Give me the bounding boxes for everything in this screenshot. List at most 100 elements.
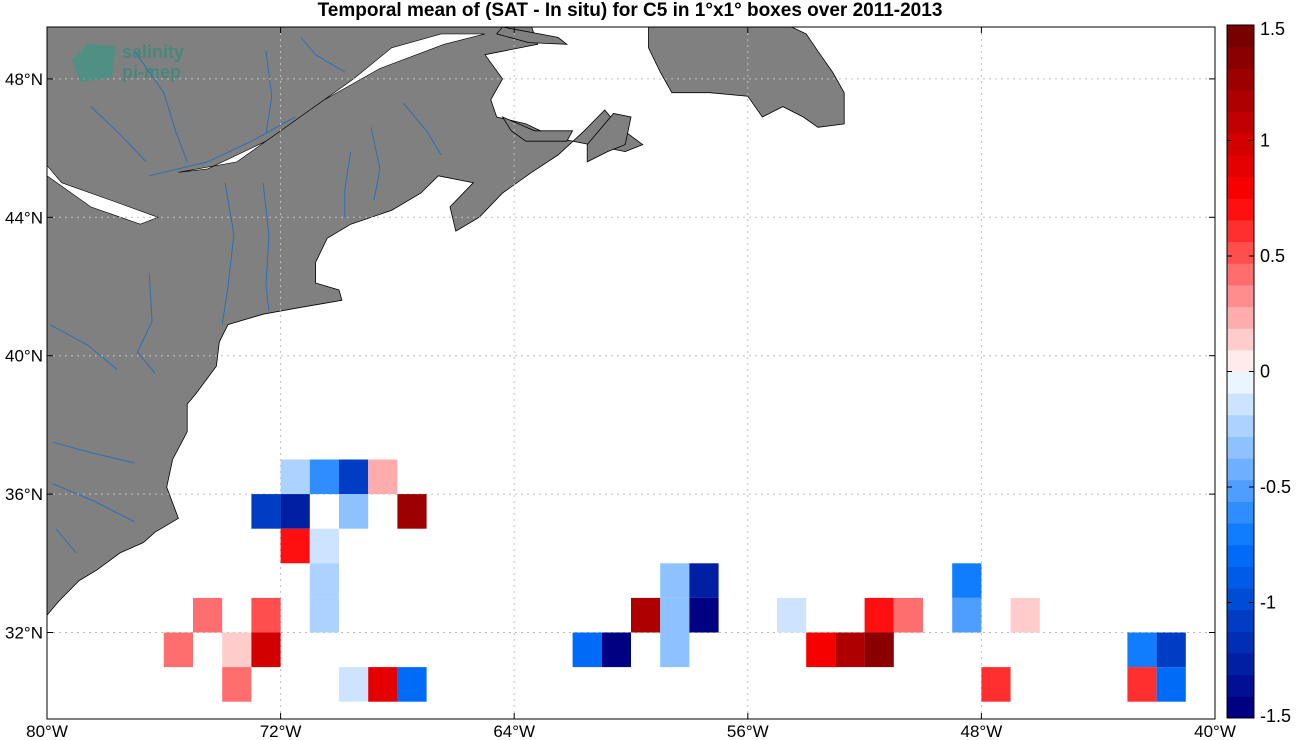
colorbar-block — [1227, 154, 1254, 178]
map-frame — [46, 26, 1216, 720]
heatmap-cell — [1156, 667, 1186, 702]
heatmap-cell — [163, 632, 193, 668]
heatmap-cell — [1127, 632, 1157, 668]
heatmap-cell — [222, 632, 252, 668]
heatmap-cell — [222, 667, 252, 702]
colorbar-tick-label: 0.5 — [1260, 246, 1285, 266]
river-line — [300, 37, 346, 73]
colorbar-block — [1227, 263, 1254, 286]
colorbar-block — [1227, 609, 1254, 632]
heatmap-cell — [397, 494, 427, 529]
river-line — [52, 441, 135, 464]
heatmap-cell — [368, 459, 398, 495]
colorbar-block — [1227, 89, 1254, 113]
colorbar-block — [1227, 349, 1254, 372]
colorbar-block — [1227, 414, 1254, 437]
heatmap-cell — [397, 667, 427, 702]
logo-line2: pi-mep — [122, 62, 181, 82]
river-line — [49, 324, 118, 370]
heatmap-cell — [893, 597, 923, 633]
heatmap-cell — [952, 563, 982, 598]
colorbar-block — [1227, 371, 1254, 394]
colorbar-block — [1227, 306, 1254, 329]
colorbar-block — [1227, 241, 1254, 264]
heatmap-cell — [660, 563, 690, 598]
colorbar-block — [1227, 631, 1254, 654]
map-panel: 80°W 72°W 64°W 56°W 48°W 40°W 48°N 44°N 40°N 36°… — [5, 26, 1236, 740]
colorbar-block — [1227, 479, 1254, 502]
colorbar-block — [1227, 653, 1254, 676]
heatmap-cell — [309, 563, 339, 598]
heatmap-cell — [572, 632, 602, 668]
x-tick-label: 80°W — [26, 722, 68, 740]
latitude-ticks: 48°N 44°N 40°N 36°N 32°N — [5, 70, 1215, 643]
colorbar-tick-label: -1 — [1260, 593, 1276, 613]
colorbar-block — [1227, 523, 1254, 546]
figure-title: Temporal mean of (SAT - In situ) for C5 … — [318, 0, 943, 21]
heatmap-cell — [1010, 597, 1040, 633]
colorbar-block — [1227, 68, 1254, 91]
colorbar-block — [1227, 46, 1254, 69]
logo-mark-icon — [72, 44, 116, 82]
heatmap-cell — [660, 597, 690, 633]
heatmap-cell — [864, 597, 894, 633]
heatmap-cell — [280, 459, 310, 495]
heatmap-cell — [280, 494, 310, 529]
colorbar-block — [1227, 588, 1254, 611]
heatmap-cell — [1156, 632, 1186, 668]
heatmap-cell — [777, 597, 807, 633]
salinity-pi-mep-logo: salinity pi-mep — [72, 42, 184, 82]
st-lawrence-estuary — [178, 33, 486, 173]
heatmap-cell — [631, 597, 661, 633]
river-line — [370, 127, 381, 201]
heatmap-cell — [689, 597, 719, 633]
colorbar-tick-label: 1 — [1260, 131, 1270, 151]
prince-edward-island-land — [501, 116, 574, 142]
colorbar-block — [1227, 198, 1254, 221]
lake-ontario — [46, 164, 159, 225]
land-area — [46, 26, 845, 617]
colorbar-tick-label: -0.5 — [1260, 477, 1291, 497]
colorbar-tick-label: -1.5 — [1260, 706, 1291, 726]
heatmap-cell — [689, 563, 719, 598]
x-tick-label: 56°W — [727, 722, 769, 740]
river-line — [90, 106, 147, 163]
heatmap-cell — [193, 597, 223, 633]
colorbar-blocks — [1227, 25, 1254, 719]
river-line — [52, 483, 135, 523]
heatmap-cell — [339, 459, 369, 495]
heatmap-cell — [251, 632, 281, 668]
river-line — [136, 272, 156, 374]
colorbar-block — [1227, 436, 1254, 459]
colorbar-block — [1227, 133, 1254, 156]
y-tick-label: 48°N — [5, 70, 43, 89]
rivers — [49, 37, 442, 554]
longitude-ticks: 80°W 72°W 64°W 56°W 48°W 40°W — [26, 27, 1236, 740]
heatmap-cell — [601, 632, 631, 668]
colorbar-block — [1227, 176, 1254, 199]
heatmap-cell — [368, 667, 398, 702]
heatmap-cell — [1127, 667, 1157, 702]
heatmap-cell — [835, 632, 865, 668]
colorbar-block — [1227, 696, 1254, 719]
colorbar-block — [1227, 544, 1254, 567]
colorbar-block — [1227, 111, 1254, 134]
river-line — [55, 528, 77, 554]
colorbar-block — [1227, 25, 1254, 48]
heatmap-cell — [864, 632, 894, 668]
river-line — [262, 182, 270, 311]
colorbar-block — [1227, 393, 1254, 416]
river-line — [402, 102, 442, 156]
y-tick-label: 44°N — [5, 208, 43, 227]
x-tick-label: 64°W — [493, 722, 535, 740]
colorbar-block — [1227, 674, 1254, 697]
river-line — [265, 51, 273, 135]
heatmap-cell — [251, 597, 281, 633]
x-tick-label: 40°W — [1194, 722, 1236, 740]
colorbar: 1.5 1 0.5 0 -0.5 -1 -1.5 — [1226, 19, 1291, 726]
y-tick-label: 40°N — [5, 347, 43, 366]
river-line — [344, 151, 352, 218]
river-line — [134, 50, 188, 163]
colorbar-block — [1227, 328, 1254, 351]
